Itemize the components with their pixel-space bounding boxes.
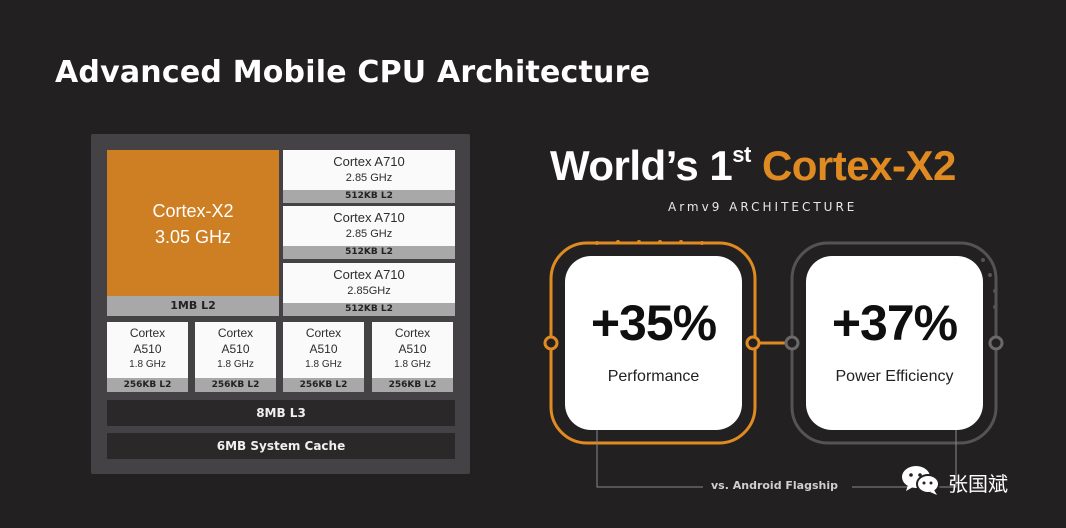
node-left	[543, 335, 559, 351]
cortex-a510-core: Cortex A510 1.8 GHz 256KB L2	[372, 322, 453, 392]
performance-dots	[595, 240, 704, 245]
cortex-a510-core: Cortex A510 1.8 GHz 256KB L2	[195, 322, 276, 392]
cortex-x2-core: Cortex-X2 3.05 GHz	[107, 150, 279, 316]
wechat-icon	[900, 463, 942, 501]
core-name-line2: A510	[133, 342, 162, 356]
core-frequency: 1.8 GHz	[394, 359, 431, 370]
cortex-a710-core: Cortex A710 2.85GHz 512KB L2	[283, 263, 455, 316]
core-name-line2: A510	[221, 342, 250, 356]
core-frequency: 2.85 GHz	[345, 172, 393, 184]
core-name-line1: Cortex	[305, 326, 342, 340]
footnote-leader-left	[596, 408, 703, 488]
l3-cache-bar: 8MB L3	[107, 400, 455, 426]
slide-title: Advanced Mobile CPU Architecture	[55, 55, 651, 90]
core-name-line2: A510	[398, 342, 427, 356]
cortex-a510-core: Cortex A510 1.8 GHz 256KB L2	[283, 322, 364, 392]
core-name: Cortex A710	[333, 154, 405, 169]
hero-subtitle: Armv9 ARCHITECTURE	[668, 200, 858, 214]
core-l2-cache: 512KB L2	[283, 190, 455, 203]
footnote-leader-right	[852, 408, 957, 488]
cortex-x2-name: Cortex-X2	[152, 201, 234, 221]
core-name-line2: A510	[309, 342, 338, 356]
performance-tile: +35% Performance	[565, 256, 742, 430]
core-l2-cache: 512KB L2	[283, 303, 455, 316]
cortex-x2-l2-cache: 1MB L2	[107, 296, 279, 316]
cortex-a710-core: Cortex A710 2.85 GHz 512KB L2	[283, 150, 455, 203]
system-cache-bar: 6MB System Cache	[107, 433, 455, 459]
core-l2-cache: 512KB L2	[283, 246, 455, 259]
node-right	[988, 335, 1004, 351]
hero-prefix: World’s 1	[550, 142, 733, 189]
core-frequency: 1.8 GHz	[217, 359, 254, 370]
core-l2-cache: 256KB L2	[372, 378, 453, 392]
core-frequency: 1.8 GHz	[129, 359, 166, 370]
core-frequency: 1.8 GHz	[305, 359, 342, 370]
core-name-line1: Cortex	[129, 326, 166, 340]
cortex-a710-core: Cortex A710 2.85 GHz 512KB L2	[283, 206, 455, 259]
power-efficiency-tile: +37% Power Efficiency	[806, 256, 983, 430]
hero-headline: World’s 1st Cortex-X2	[550, 142, 956, 190]
cpu-block-diagram: Cortex-X2 3.05 GHz 1MB L2 Cortex A710 2.…	[91, 134, 470, 474]
node-mid-left	[745, 335, 761, 351]
core-frequency: 2.85GHz	[347, 285, 391, 297]
node-mid-right	[784, 335, 800, 351]
cortex-a510-core: Cortex A510 1.8 GHz 256KB L2	[107, 322, 188, 392]
core-frequency: 2.85 GHz	[345, 228, 393, 240]
hero-highlight: Cortex-X2	[761, 142, 956, 189]
core-l2-cache: 256KB L2	[283, 378, 364, 392]
core-l2-cache: 256KB L2	[195, 378, 276, 392]
comparison-footnote: vs. Android Flagship	[711, 479, 839, 492]
power-efficiency-label: Power Efficiency	[835, 368, 954, 385]
efficiency-dots	[981, 258, 997, 309]
core-l2-cache: 256KB L2	[107, 378, 188, 392]
performance-value: +35%	[590, 295, 717, 351]
core-name: Cortex A710	[333, 210, 405, 225]
core-name-line1: Cortex	[394, 326, 431, 340]
core-name-line1: Cortex	[217, 326, 254, 340]
cortex-x2-frequency: 3.05 GHz	[154, 227, 232, 247]
watermark: 张国斌	[900, 462, 1008, 502]
power-efficiency-value: +37%	[831, 295, 958, 351]
watermark-text: 张国斌	[948, 471, 1008, 496]
core-name: Cortex A710	[333, 267, 405, 282]
performance-label: Performance	[607, 368, 700, 385]
hero-superscript: st	[732, 142, 751, 167]
